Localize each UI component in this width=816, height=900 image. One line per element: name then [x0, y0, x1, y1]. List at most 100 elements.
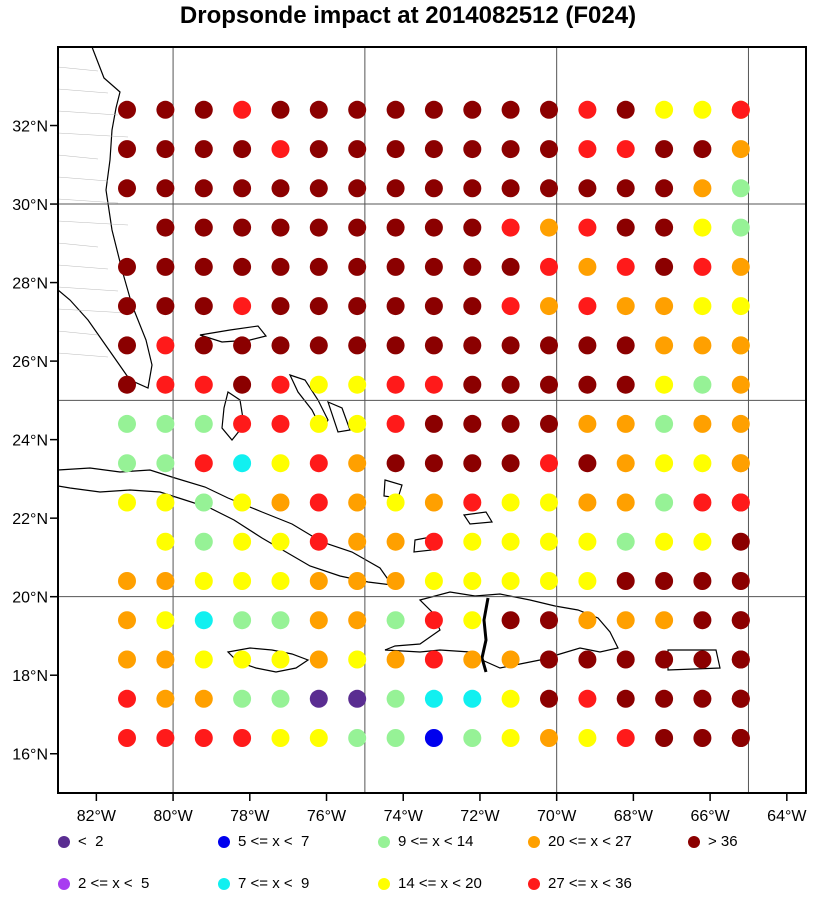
county-line: [57, 286, 119, 292]
impact-dot: [693, 572, 712, 590]
impact-dot: [348, 218, 367, 237]
impact-dot: [348, 493, 367, 512]
impact-dot: [693, 140, 712, 159]
impact-dot: [578, 218, 597, 237]
impact-dot: [233, 257, 252, 276]
impact-dot: [578, 297, 597, 316]
impact-dot: [424, 729, 443, 747]
impact-dot: [233, 140, 252, 159]
impact-dot: [463, 218, 482, 237]
impact-dot: [540, 257, 558, 276]
impact-dots: [118, 100, 750, 747]
impact-dot: [463, 414, 482, 433]
impact-dot: [655, 179, 674, 198]
impact-dot: [194, 257, 213, 276]
impact-dot: [156, 493, 175, 512]
impact-dot: [616, 297, 635, 316]
impact-dot: [118, 414, 136, 433]
impact-dot: [501, 218, 520, 237]
impact-dot: [693, 100, 712, 119]
county-line: [57, 176, 109, 182]
impact-dot: [731, 532, 750, 551]
impact-dot: [233, 218, 252, 237]
impact-dot: [348, 689, 367, 708]
impact-dot: [616, 179, 635, 198]
x-tick-label: 72°W: [460, 808, 500, 825]
legend-label: 14 <= x < 20: [398, 875, 482, 892]
impact-dot: [463, 100, 482, 119]
impact-dot: [233, 493, 252, 512]
impact-dot: [655, 297, 674, 316]
impact-dot: [578, 611, 597, 630]
impact-dot: [233, 454, 252, 473]
impact-dot: [386, 257, 405, 276]
impact-dot: [271, 493, 290, 512]
impact-dot: [386, 493, 405, 512]
x-tick-label: 66°W: [690, 808, 730, 825]
impact-dot: [616, 257, 635, 276]
county-line: [57, 242, 99, 248]
impact-dot: [271, 179, 290, 198]
impact-dot: [731, 179, 750, 198]
impact-dot: [386, 375, 405, 394]
impact-dot: [731, 454, 750, 473]
impact-dot: [655, 218, 674, 237]
impact-dot: [540, 611, 558, 630]
legend-swatch: [528, 836, 540, 848]
county-line: [57, 330, 99, 336]
y-tick-label: 16°N: [12, 747, 48, 764]
impact-dot: [386, 729, 405, 747]
impact-dot: [156, 218, 175, 237]
impact-dot: [578, 454, 597, 473]
impact-dot: [233, 689, 252, 708]
impact-dot: [386, 140, 405, 159]
legend-label: > 36: [708, 833, 738, 850]
impact-dot: [386, 650, 405, 669]
impact-dot: [348, 650, 367, 669]
impact-dot: [655, 572, 674, 590]
impact-dot: [309, 532, 328, 551]
impact-dot: [655, 336, 674, 355]
county-line: [57, 220, 129, 226]
impact-dot: [118, 689, 136, 708]
impact-dot: [309, 336, 328, 355]
impact-dot: [194, 297, 213, 316]
impact-dot: [309, 454, 328, 473]
impact-dot: [731, 611, 750, 630]
impact-dot: [118, 297, 136, 316]
impact-dot: [194, 140, 213, 159]
impact-dot: [271, 414, 290, 433]
impact-dot: [424, 218, 443, 237]
impact-dot: [424, 650, 443, 669]
impact-dot: [309, 611, 328, 630]
impact-dot: [693, 689, 712, 708]
legend-swatch: [58, 836, 70, 848]
impact-dot: [309, 375, 328, 394]
impact-dot: [348, 375, 367, 394]
impact-dot: [271, 218, 290, 237]
impact-dot: [156, 257, 175, 276]
impact-dot: [501, 493, 520, 512]
impact-dot: [118, 493, 136, 512]
impact-dot: [194, 414, 213, 433]
impact-dot: [309, 414, 328, 433]
impact-dot: [309, 572, 328, 590]
impact-dot: [616, 100, 635, 119]
impact-dot: [540, 140, 558, 159]
x-tick-label: 70°W: [537, 808, 577, 825]
impact-dot: [271, 689, 290, 708]
x-ticks: 82°W 80°W 78°W 76°W 74°W 72°W 70°W 68°W 66°W 64°W: [77, 793, 807, 825]
impact-dot: [424, 493, 443, 512]
impact-dot: [540, 297, 558, 316]
impact-dot: [616, 689, 635, 708]
impact-dot: [424, 140, 443, 159]
impact-dot: [693, 297, 712, 316]
x-tick-label: 76°W: [307, 808, 347, 825]
impact-dot: [540, 336, 558, 355]
impact-dot: [309, 689, 328, 708]
y-tick-label: 18°N: [12, 668, 48, 685]
impact-dot: [348, 336, 367, 355]
legend-swatch: [218, 878, 230, 890]
y-tick-label: 28°N: [12, 276, 48, 293]
